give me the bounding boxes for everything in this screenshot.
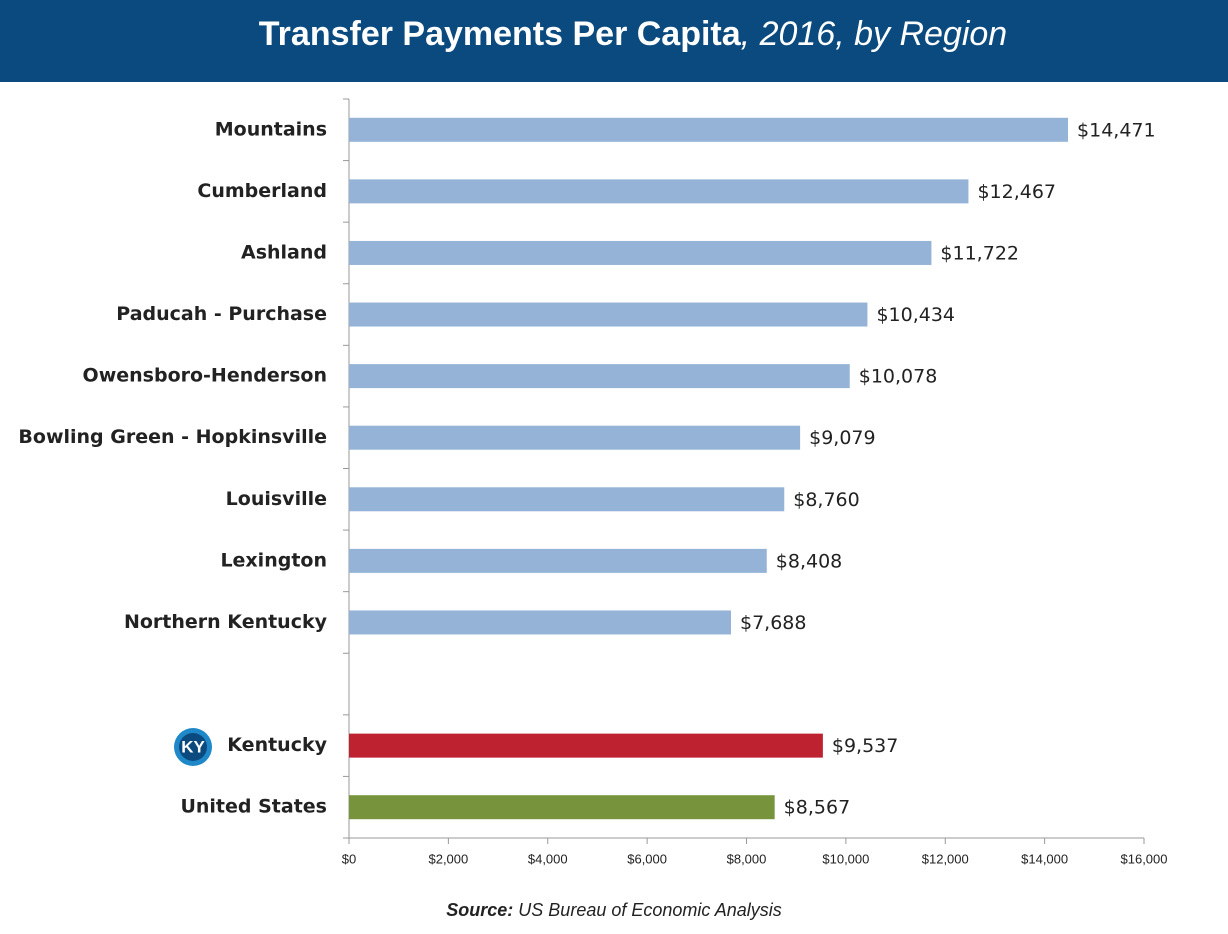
bar xyxy=(349,117,1069,142)
chart-title: Transfer Payments Per Capita xyxy=(259,15,742,53)
value-label: $11,722 xyxy=(940,242,1019,264)
chart-subtitle: , 2016, by Region xyxy=(741,15,1008,53)
value-label: $9,079 xyxy=(809,427,875,449)
y-tick-label: Owensboro-Henderson xyxy=(83,365,327,387)
y-tick-label: Mountains xyxy=(215,118,327,140)
value-label: $8,567 xyxy=(784,797,850,819)
ky-badge xyxy=(179,733,207,761)
bar xyxy=(349,795,775,820)
x-tick-label: $4,000 xyxy=(528,851,568,866)
x-tick-label: $12,000 xyxy=(922,851,969,866)
x-tick-label: $6,000 xyxy=(627,851,667,866)
value-label: $10,434 xyxy=(876,304,955,326)
y-tick-label: Paducah - Purchase xyxy=(116,303,327,325)
bar xyxy=(349,425,801,450)
value-label: $7,688 xyxy=(740,612,806,634)
y-tick-label: Kentucky xyxy=(227,734,327,756)
x-tick-label: $10,000 xyxy=(822,851,869,866)
y-tick-label: Ashland xyxy=(241,241,327,263)
value-label: $8,408 xyxy=(776,550,842,572)
bar xyxy=(349,179,969,204)
x-tick-label: $0 xyxy=(342,851,356,866)
bar xyxy=(349,487,785,512)
source-text: US Bureau of Economic Analysis xyxy=(518,900,781,920)
y-tick-label: Northern Kentucky xyxy=(124,611,328,633)
bar xyxy=(349,302,868,327)
value-label: $12,467 xyxy=(977,181,1056,203)
bar xyxy=(349,240,932,265)
x-tick-label: $14,000 xyxy=(1021,851,1068,866)
bar xyxy=(349,548,767,573)
header-title: Transfer Payments Per Capita, 2016, by R… xyxy=(259,15,1007,53)
source-label: Source: xyxy=(446,900,513,920)
y-tick-label: Cumberland xyxy=(197,180,327,202)
y-tick-label: Louisville xyxy=(226,488,327,510)
ky-badge-text: KY xyxy=(181,737,205,756)
value-label: $9,537 xyxy=(832,735,898,757)
x-tick-label: $8,000 xyxy=(727,851,767,866)
header-bar xyxy=(0,0,1228,82)
value-label: $8,760 xyxy=(793,489,859,511)
y-tick-label: Lexington xyxy=(220,549,327,571)
y-tick-label: United States xyxy=(180,796,327,818)
source-note: Source: US Bureau of Economic Analysis xyxy=(446,900,782,920)
bar xyxy=(349,364,850,389)
value-label: $10,078 xyxy=(859,366,938,388)
value-label: $14,471 xyxy=(1077,119,1156,141)
bar xyxy=(349,733,823,758)
x-tick-label: $16,000 xyxy=(1121,851,1168,866)
y-tick-label: Bowling Green - Hopkinsville xyxy=(18,426,327,448)
bar xyxy=(349,610,731,635)
x-tick-label: $2,000 xyxy=(428,851,468,866)
